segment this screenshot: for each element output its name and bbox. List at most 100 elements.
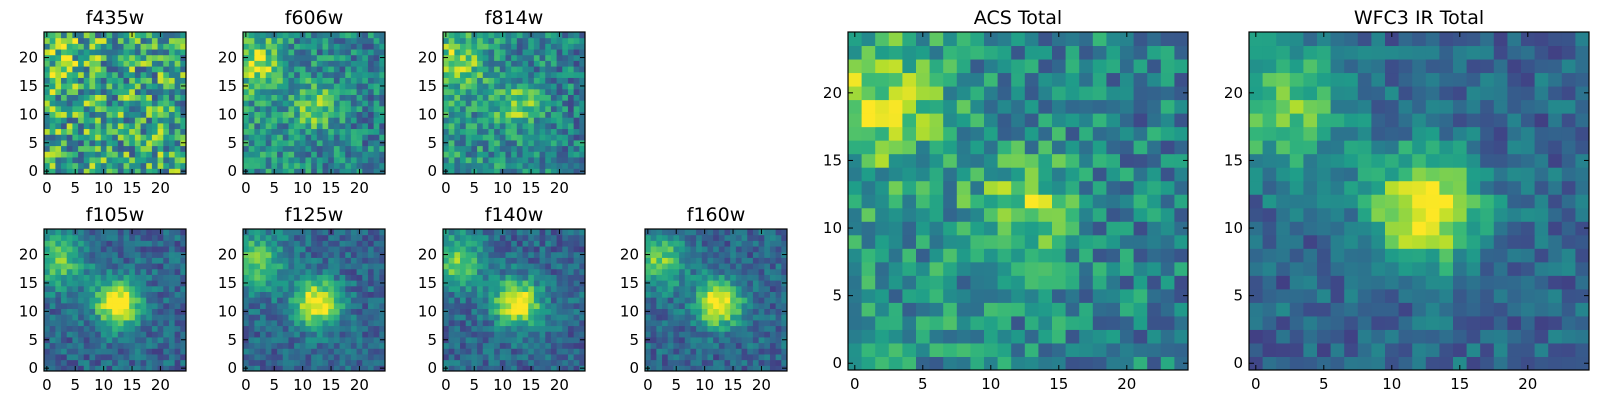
heatmap-cell — [44, 291, 51, 298]
heatmap-cell — [539, 342, 546, 349]
heatmap-cell — [673, 359, 680, 366]
heatmap-cell — [328, 37, 335, 44]
x-tick-label: 0 — [241, 179, 251, 197]
heatmap-cell — [134, 145, 142, 152]
heatmap-cell — [477, 353, 484, 361]
heatmap-cell — [747, 257, 754, 264]
heatmap-cell — [95, 32, 102, 39]
heatmap-cell — [718, 302, 726, 310]
heatmap-cell — [163, 308, 170, 315]
heatmap-cell — [83, 151, 90, 158]
heatmap-cell — [929, 180, 944, 195]
heatmap-cell — [379, 257, 386, 264]
heatmap-cell — [499, 240, 506, 247]
heatmap-cell — [260, 308, 267, 315]
heatmap-cell — [735, 251, 743, 258]
heatmap-cell — [345, 229, 352, 236]
heatmap-cell — [448, 145, 455, 152]
heatmap-cell — [465, 37, 472, 44]
heatmap-cell — [550, 100, 558, 107]
heatmap-cell — [254, 43, 261, 50]
heatmap-cell — [567, 49, 575, 56]
heatmap-cell — [533, 280, 541, 287]
heatmap-cell — [356, 297, 363, 304]
heatmap-cell — [522, 122, 529, 130]
heatmap-cell — [83, 66, 90, 73]
heatmap-cell — [311, 291, 318, 298]
heatmap-cell — [902, 261, 917, 276]
heatmap-cell — [265, 122, 272, 130]
heatmap-cell — [769, 291, 777, 298]
heatmap-cell — [322, 240, 329, 247]
heatmap-cell — [112, 32, 119, 39]
heatmap-cell — [707, 251, 714, 258]
heatmap-cell — [322, 128, 329, 135]
heatmap-cell — [112, 325, 119, 332]
heatmap-cell — [482, 291, 489, 298]
heatmap-cell — [511, 128, 518, 135]
heatmap-cell — [311, 342, 318, 349]
heatmap-cell — [333, 336, 341, 344]
heatmap-cell — [516, 105, 524, 113]
heatmap-cell — [140, 43, 147, 50]
heatmap-cell — [66, 77, 73, 84]
heatmap-cell — [328, 139, 335, 147]
heatmap-cell — [741, 274, 748, 281]
heatmap-cell — [562, 359, 569, 366]
heatmap-cell — [735, 319, 743, 327]
heatmap-cell — [1147, 261, 1162, 276]
heatmap-cell — [294, 365, 301, 372]
heatmap-cell — [673, 268, 680, 275]
heatmap-cell — [356, 308, 363, 315]
heatmap-cell — [265, 285, 272, 292]
heatmap-cell — [718, 285, 726, 292]
heatmap-cell — [83, 111, 90, 118]
heatmap-cell — [282, 111, 289, 118]
heatmap-cell — [488, 139, 495, 147]
heatmap-cell — [66, 353, 73, 361]
heatmap-cell — [448, 134, 455, 141]
heatmap-cell — [356, 88, 363, 95]
heatmap-cell — [305, 240, 312, 247]
heatmap-cell — [516, 151, 524, 158]
heatmap-cell — [106, 246, 113, 253]
heatmap-cell — [1092, 248, 1107, 263]
heatmap-cell — [460, 54, 467, 61]
heatmap-cell — [465, 151, 472, 158]
heatmap-cell — [277, 94, 284, 101]
heatmap-cell — [562, 348, 569, 355]
heatmap-cell — [1011, 342, 1026, 357]
heatmap-cell — [984, 342, 999, 357]
heatmap-cell — [72, 268, 79, 275]
heatmap-cell — [448, 229, 455, 236]
heatmap-cell — [460, 234, 467, 241]
heatmap-cell — [157, 54, 164, 61]
heatmap-cell — [311, 37, 318, 44]
heatmap-cell — [875, 248, 890, 263]
heatmap-cell — [140, 145, 147, 152]
heatmap-cell — [579, 348, 586, 355]
heatmap-cell — [516, 49, 524, 56]
heatmap-cell — [174, 66, 181, 73]
heatmap-cell — [516, 145, 524, 152]
heatmap-cell — [243, 156, 250, 164]
heatmap-cell — [505, 331, 512, 338]
heatmap-cell — [157, 353, 164, 361]
heatmap-cell — [758, 342, 765, 349]
heatmap-cell — [477, 240, 484, 247]
heatmap-cell — [356, 359, 363, 366]
heatmap-cell — [902, 194, 917, 209]
heatmap-cell — [174, 168, 181, 175]
heatmap-cell — [100, 111, 107, 118]
heatmap-cell — [350, 128, 358, 135]
heatmap-cell — [288, 325, 295, 332]
heatmap-cell — [89, 94, 96, 101]
heatmap-cell — [1079, 288, 1094, 303]
heatmap-cell — [956, 302, 971, 317]
heatmap-cell — [1160, 180, 1175, 195]
heatmap-cell — [573, 229, 580, 236]
heatmap-cell — [49, 168, 56, 175]
axes-frame — [442, 228, 586, 372]
heatmap-cell — [106, 145, 113, 152]
heatmap-cell — [488, 342, 495, 349]
